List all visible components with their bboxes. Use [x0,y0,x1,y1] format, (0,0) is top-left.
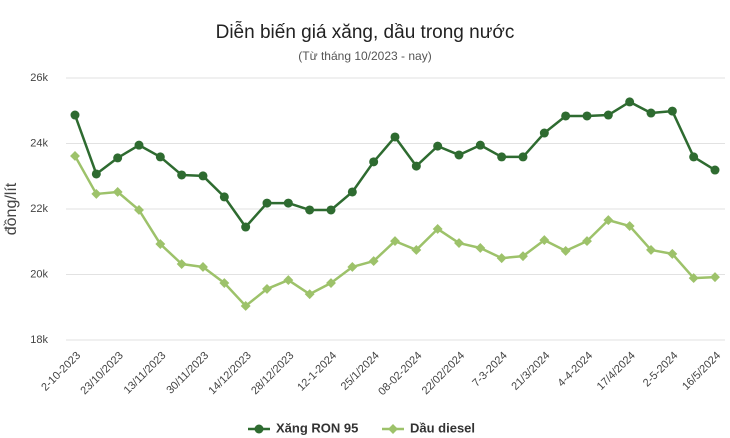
x-tick-label: 4-4-2024 [556,350,596,390]
x-tick-label: 28/12/2023 [249,350,296,397]
data-point [646,108,656,118]
data-point [241,222,251,232]
data-point [369,157,379,167]
data-point [113,153,123,163]
data-point [91,169,101,179]
data-point [497,152,507,162]
data-point [326,278,336,288]
x-tick-label: 2-10-2023 [39,350,83,394]
x-tick-label: 21/3/2024 [509,350,552,393]
data-point [240,300,251,311]
data-point [625,97,635,107]
data-point [710,165,720,175]
x-tick-label: 2-5-2024 [641,350,681,390]
data-point [475,243,486,253]
data-point [134,140,144,150]
data-point [283,275,294,286]
data-point [539,235,550,246]
data-point [219,278,230,288]
x-tick-label: 7-3-2024 [470,350,510,390]
y-tick-label: 24k [30,137,48,149]
data-point [710,272,720,283]
data-point [411,244,422,255]
data-point [624,221,635,231]
legend-label: Xăng RON 95 [276,420,358,435]
data-point [155,239,166,249]
data-point [689,152,699,162]
series-line [73,100,716,229]
y-tick-label: 18k [30,334,48,346]
x-tick-label: 22/02/2024 [420,350,467,397]
x-tick-label: 25/1/2024 [339,350,382,393]
data-point [582,236,592,247]
x-tick-label: 12-1-2024 [295,350,339,394]
data-point [304,289,315,300]
data-point [432,224,443,234]
data-point [518,152,528,162]
data-point [688,273,699,284]
data-point [305,205,315,215]
data-point [262,283,272,294]
x-tick-label: 13/11/2023 [122,350,169,397]
legend-label: Dầu diesel [410,420,475,435]
data-point [411,161,421,171]
data-point [667,106,677,116]
data-point [561,111,571,121]
x-tick-label: 23/10/2023 [78,350,125,397]
data-point [347,262,358,272]
data-point [134,205,144,215]
series-line [73,155,716,308]
data-point [219,192,229,202]
data-point [368,256,379,267]
data-point [496,253,507,264]
data-point [475,140,485,150]
x-tick-label: 16/5/2024 [680,350,723,393]
data-point [454,150,464,160]
legend-marker [254,424,264,434]
x-tick-label: 08-02-2024 [376,350,424,398]
y-tick-label: 26k [30,72,48,84]
chart-title: Diễn biến giá xăng, dầu trong nước [216,21,515,43]
data-point [582,111,592,121]
y-axis-label: đồng/lít [3,182,20,235]
data-point [347,187,357,197]
x-tick-label: 14/12/2023 [206,350,253,397]
data-point [198,171,208,181]
data-point [283,198,293,208]
y-tick-label: 20k [30,268,48,280]
data-point [667,248,678,259]
data-point [176,259,187,269]
data-point [326,205,336,215]
data-point [518,251,528,262]
legend-marker [388,424,398,434]
data-point [198,262,208,272]
data-point [539,128,549,138]
data-point [390,132,400,142]
data-point [603,110,613,120]
y-tick-label: 22k [30,203,48,215]
data-point [91,188,102,199]
data-point [155,152,165,162]
chart-subtitle: (Từ tháng 10/2023 - nay) [298,49,431,63]
data-point [390,236,400,247]
data-point [454,238,464,249]
data-point [433,141,443,151]
data-point [560,245,571,256]
data-point [112,187,123,197]
data-point [262,198,272,208]
x-tick-label: 17/4/2024 [595,350,638,393]
data-point [177,170,187,180]
data-point [70,150,80,161]
data-point [70,110,80,120]
x-tick-label: 30/11/2023 [164,350,211,397]
data-point [603,215,614,226]
data-point [646,244,656,255]
